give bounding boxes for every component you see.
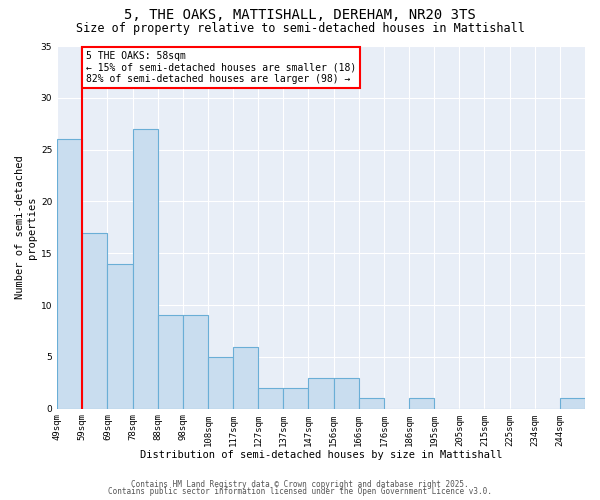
Bar [359,398,384,408]
Y-axis label: Number of semi-detached
properties: Number of semi-detached properties [15,156,37,299]
Text: Size of property relative to semi-detached houses in Mattishall: Size of property relative to semi-detach… [76,22,524,35]
Bar [133,129,158,408]
Bar [158,316,183,408]
Text: 5, THE OAKS, MATTISHALL, DEREHAM, NR20 3TS: 5, THE OAKS, MATTISHALL, DEREHAM, NR20 3… [124,8,476,22]
Bar [308,378,334,408]
Bar [208,357,233,408]
Bar [334,378,359,408]
Bar [283,388,308,408]
Text: Contains HM Land Registry data © Crown copyright and database right 2025.: Contains HM Land Registry data © Crown c… [131,480,469,489]
Bar [258,388,283,408]
Bar [82,232,107,408]
X-axis label: Distribution of semi-detached houses by size in Mattishall: Distribution of semi-detached houses by … [140,450,502,460]
Bar [183,316,208,408]
Bar [107,264,133,408]
Bar [409,398,434,408]
Text: 5 THE OAKS: 58sqm
← 15% of semi-detached houses are smaller (18)
82% of semi-det: 5 THE OAKS: 58sqm ← 15% of semi-detached… [86,51,356,84]
Text: Contains public sector information licensed under the Open Government Licence v3: Contains public sector information licen… [108,487,492,496]
Bar [560,398,585,408]
Bar [233,346,258,408]
Bar [57,140,82,408]
